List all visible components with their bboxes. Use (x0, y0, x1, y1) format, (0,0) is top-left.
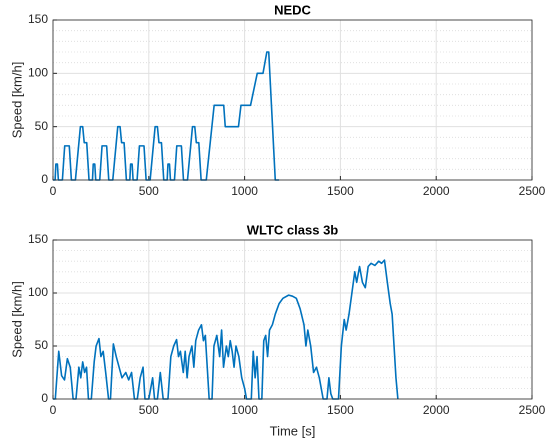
x-tick-label: 0 (50, 184, 57, 198)
x-tick-label: 2000 (423, 403, 450, 417)
plot-area (53, 240, 532, 399)
x-tick-label: 1500 (327, 184, 354, 198)
x-tick-label: 500 (139, 184, 159, 198)
x-tick-label: 2500 (519, 184, 546, 198)
axes-box (52, 239, 533, 400)
x-axis-label: Time [s] (270, 423, 316, 438)
x-tick-label: 2500 (519, 403, 546, 417)
y-tick-label: 150 (28, 232, 48, 246)
x-tick-label: 0 (50, 403, 57, 417)
plot-area (53, 20, 532, 180)
x-tick-label: 1500 (327, 403, 354, 417)
x-tick-label: 1000 (231, 403, 258, 417)
x-tick-label: 1000 (231, 184, 258, 198)
x-tick-label: 2000 (423, 184, 450, 198)
y-tick-label: 50 (35, 338, 49, 352)
x-tick-label: 500 (139, 403, 159, 417)
y-tick-label: 100 (28, 285, 48, 299)
chart-title: NEDC (274, 2, 311, 17)
y-axis-label: Speed [km/h] (9, 62, 24, 139)
y-tick-label: 0 (41, 172, 48, 186)
chart-title: WLTC class 3b (247, 222, 339, 237)
y-tick-label: 50 (35, 119, 49, 133)
y-axis-label: Speed [km/h] (9, 281, 24, 358)
axes-box (52, 19, 533, 181)
y-tick-label: 0 (41, 391, 48, 405)
y-tick-label: 150 (28, 12, 48, 26)
y-tick-label: 100 (28, 66, 48, 80)
